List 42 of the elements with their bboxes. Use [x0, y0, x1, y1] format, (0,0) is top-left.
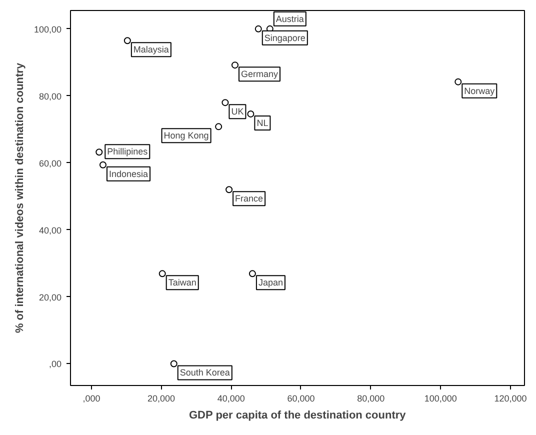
point: [215, 123, 222, 130]
x-tick-label: 120,000: [494, 394, 527, 404]
y-tick-label: 100,00: [34, 24, 62, 34]
x-tick-label: 80,000: [357, 394, 385, 404]
x-tick-label: 40,000: [217, 394, 245, 404]
point: [248, 270, 256, 278]
annotation: Norway: [464, 86, 496, 96]
x-tick-label: 100,000: [424, 394, 457, 404]
annotation: Malaysia: [133, 44, 169, 55]
annotation: UK: [231, 106, 244, 117]
point: [170, 360, 178, 368]
x-tick-label: 60,000: [287, 394, 315, 404]
point: [226, 186, 233, 194]
x-axis-title: GDP per capita of the destination country: [189, 410, 407, 422]
y-tick-label: 40,00: [38, 225, 62, 236]
x-tick-label: 20,000: [148, 394, 176, 404]
point: [158, 270, 166, 278]
annotation: NL: [256, 118, 268, 128]
annotation: Germany: [240, 69, 278, 80]
point: [254, 25, 262, 32]
y-axis-title: % of international videos within destination country: [14, 62, 26, 334]
annotation: Singapore: [264, 32, 306, 43]
point: [247, 110, 254, 118]
annotation: Austria: [276, 14, 304, 24]
y-tick-label: 60,00: [38, 158, 62, 168]
point: [454, 78, 462, 86]
y-tick-label: 80,00: [38, 91, 62, 102]
annotation: France: [235, 194, 264, 204]
annotation: Hong Kong: [164, 130, 209, 141]
point: [96, 148, 103, 156]
point: [99, 161, 106, 168]
annotation: Indonesia: [108, 168, 148, 179]
point: [124, 37, 131, 44]
y-tick-label: 20,00: [38, 292, 62, 302]
annotation: Taiwan: [168, 278, 196, 288]
y-tick-label: ,00: [48, 359, 62, 370]
annotation: South Korea: [180, 368, 230, 378]
annotation: Japan: [258, 278, 283, 288]
x-tick-label: ,000: [82, 394, 100, 404]
point: [222, 99, 229, 106]
annotation: Phillipines: [107, 146, 148, 157]
point: [231, 62, 238, 69]
